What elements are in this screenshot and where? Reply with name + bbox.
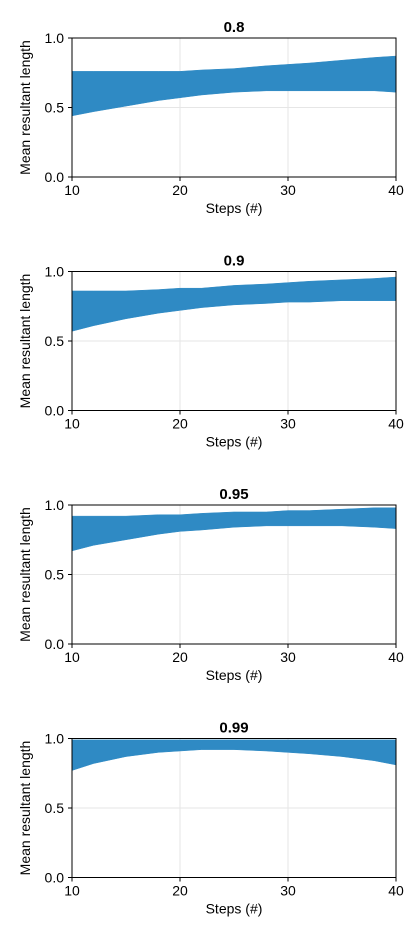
y-axis-label: Mean resultant length — [17, 507, 33, 642]
x-axis-label: Steps (#) — [206, 434, 263, 450]
chart-panel-4: 10 20 30 40 0.0 0.5 1.0 0.99 Steps (#) Mean resul… — [17, 720, 404, 917]
x-tick-label: 40 — [388, 182, 404, 198]
x-tick-label: 20 — [172, 182, 188, 198]
y-tick-label: 0.0 — [45, 636, 65, 652]
x-axis-label: Steps (#) — [206, 901, 263, 917]
y-tick-label: 0.0 — [45, 403, 65, 419]
confidence-band — [71, 55, 397, 117]
x-tick-label: 20 — [172, 649, 188, 665]
y-tick-label: 0.0 — [45, 169, 65, 185]
y-tick-label: 1.0 — [45, 264, 65, 280]
y-tick-label: 0.0 — [45, 870, 65, 886]
x-tick-label: 30 — [280, 182, 296, 198]
confidence-band — [71, 507, 397, 552]
y-tick-label: 1.0 — [45, 497, 65, 513]
x-axis-label: Steps (#) — [206, 200, 263, 216]
x-tick-label: 40 — [388, 416, 404, 432]
x-tick-label: 20 — [172, 883, 188, 899]
x-tick-label: 10 — [64, 416, 80, 432]
confidence-band — [71, 739, 397, 771]
x-tick-label: 40 — [388, 883, 404, 899]
x-tick-label: 10 — [64, 883, 80, 899]
x-tick-label: 30 — [280, 883, 296, 899]
chart-title: 0.99 — [219, 720, 248, 737]
y-tick-label: 1.0 — [45, 731, 65, 747]
chart-panel-2: 10 20 30 40 0.0 0.5 1.0 0.9 Steps (#) Mean result… — [17, 253, 404, 450]
chart-panel-3: 10 20 30 40 0.0 0.5 1.0 0.95 Steps (#) Mean resul… — [17, 486, 404, 683]
chart-title: 0.95 — [219, 486, 248, 503]
x-axis-label: Steps (#) — [206, 667, 263, 683]
x-tick-label: 30 — [280, 649, 296, 665]
x-tick-label: 10 — [64, 649, 80, 665]
x-tick-label: 30 — [280, 416, 296, 432]
y-axis-label: Mean resultant length — [17, 741, 33, 876]
x-tick-label: 40 — [388, 649, 404, 665]
chart-panel-1: 10 20 30 40 0.0 0.5 1.0 0.8 Steps (#) Mean result… — [17, 19, 404, 216]
x-tick-label: 10 — [64, 182, 80, 198]
y-tick-label: 0.5 — [45, 100, 65, 116]
chart-title: 0.9 — [224, 253, 245, 270]
y-axis-label: Mean resultant length — [17, 274, 33, 409]
y-tick-label: 1.0 — [45, 30, 65, 46]
confidence-band — [71, 276, 397, 332]
x-tick-label: 20 — [172, 416, 188, 432]
y-axis-label: Mean resultant length — [17, 40, 33, 175]
y-tick-label: 0.5 — [45, 333, 65, 349]
y-tick-label: 0.5 — [45, 800, 65, 816]
chart-title: 0.8 — [224, 19, 245, 36]
y-tick-label: 0.5 — [45, 567, 65, 583]
